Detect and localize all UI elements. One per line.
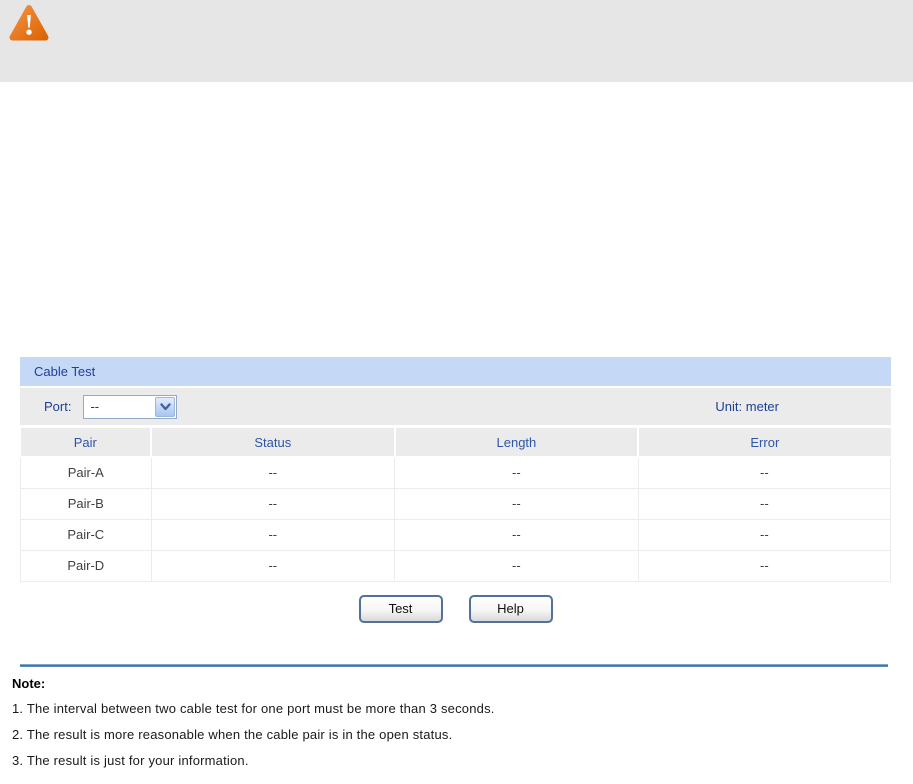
header-error: Error (637, 428, 891, 458)
pair-name-cell: Pair-B (20, 487, 152, 520)
chevron-down-icon (155, 396, 176, 417)
test-button[interactable]: Test (358, 594, 443, 623)
table-header-row: Pair Status Length Error (20, 428, 891, 458)
error-cell: -- (637, 518, 892, 551)
error-cell: -- (637, 456, 892, 489)
table-row: Pair-A -- -- -- (20, 456, 892, 489)
button-row: Test Help (20, 594, 891, 623)
note-title: Note: (12, 676, 46, 691)
note-item: 1. The interval between two cable test f… (12, 701, 495, 716)
status-cell: -- (150, 549, 396, 582)
header-length: Length (393, 428, 639, 458)
length-cell: -- (394, 518, 639, 551)
help-button[interactable]: Help (468, 594, 553, 623)
length-cell: -- (394, 549, 639, 582)
status-cell: -- (150, 456, 396, 489)
panel-title: Cable Test (20, 357, 891, 386)
note-divider (20, 664, 888, 667)
warning-banner (0, 0, 913, 82)
header-pair: Pair (20, 428, 151, 458)
table-row: Pair-D -- -- -- (20, 549, 892, 582)
port-row: Port: -- Unit: meter (20, 388, 891, 425)
status-cell: -- (150, 518, 396, 551)
cable-test-table: Pair Status Length Error Pair-A -- -- --… (20, 428, 892, 582)
header-status: Status (150, 428, 395, 458)
table-row: Pair-C -- -- -- (20, 518, 892, 551)
table-row: Pair-B -- -- -- (20, 487, 892, 520)
port-label: Port: (44, 399, 72, 414)
length-cell: -- (394, 487, 639, 520)
status-cell: -- (150, 487, 396, 520)
warning-triangle-icon (8, 3, 50, 45)
error-cell: -- (637, 549, 892, 582)
pair-name-cell: Pair-C (20, 518, 152, 551)
note-section: Note: 1. The interval between two cable … (12, 664, 901, 779)
note-item: 2. The result is more reasonable when th… (12, 727, 453, 742)
length-cell: -- (394, 456, 639, 489)
error-cell: -- (637, 487, 892, 520)
pair-name-cell: Pair-D (20, 549, 152, 582)
note-item: 3. The result is just for your informati… (12, 753, 249, 768)
cable-test-panel: Cable Test Port: -- Unit: meter Pair Sta… (20, 357, 892, 623)
unit-label: Unit: meter (715, 399, 779, 414)
pair-name-cell: Pair-A (20, 456, 152, 489)
port-select[interactable]: -- (83, 394, 178, 419)
port-select-value: -- (90, 399, 100, 414)
